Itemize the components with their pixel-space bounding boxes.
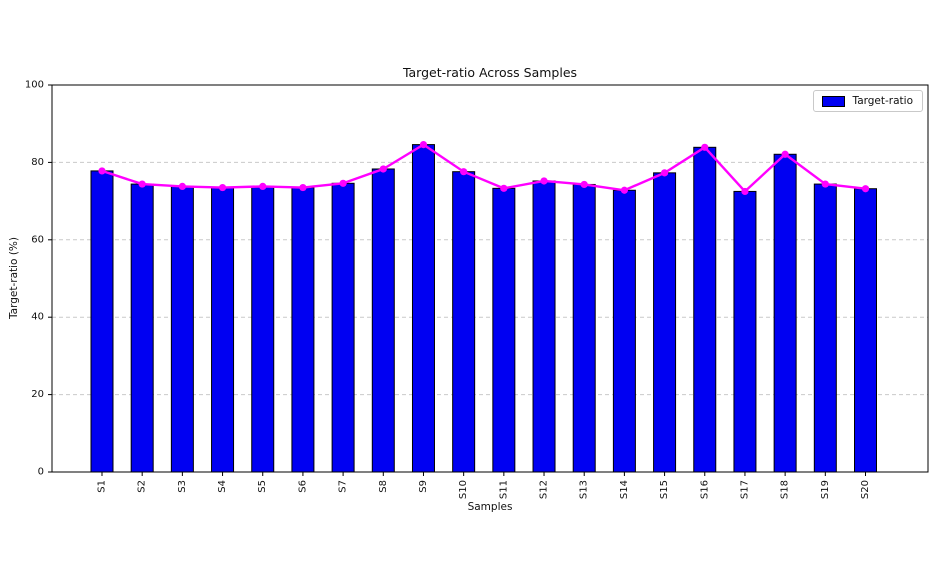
- trend-line: [100, 143, 867, 193]
- y-tick-label: 60: [31, 234, 44, 245]
- bar-series: [90, 144, 877, 473]
- axis-ticks: [48, 84, 866, 476]
- chart-title: Target-ratio Across Samples: [402, 65, 578, 80]
- legend-swatch-icon: [821, 95, 845, 107]
- line-marker: [178, 182, 186, 190]
- line-marker: [339, 179, 347, 187]
- bar: [371, 168, 395, 473]
- plot-border: [51, 84, 929, 473]
- line-marker: [419, 140, 428, 149]
- y-axis-label: Target-ratio (%): [8, 237, 20, 319]
- line-markers: [98, 140, 870, 196]
- x-tick-label: S2: [137, 480, 148, 493]
- bar: [653, 172, 677, 473]
- bar: [733, 190, 757, 473]
- x-tick-label: S1: [97, 480, 108, 493]
- y-tick-label: 40: [31, 312, 44, 323]
- bar: [291, 187, 315, 473]
- x-tick-label: S16: [699, 480, 710, 499]
- line-marker: [218, 183, 227, 192]
- x-tick-label: S15: [659, 480, 670, 499]
- x-tick-label: S9: [418, 480, 429, 493]
- x-tick-label: S20: [860, 480, 871, 499]
- bar: [854, 188, 877, 473]
- line-marker: [500, 184, 508, 192]
- y-tick-label: 100: [25, 80, 44, 91]
- axes-frame: [51, 84, 929, 473]
- line-marker: [781, 150, 789, 158]
- line-marker: [701, 143, 709, 151]
- line-marker: [620, 186, 628, 194]
- legend: Target-ratio: [812, 90, 923, 112]
- line-marker: [138, 180, 146, 188]
- x-tick-label: S12: [539, 480, 550, 499]
- line-marker: [660, 169, 669, 177]
- y-tick-label: 80: [31, 157, 44, 168]
- x-axis-label: Samples: [467, 501, 513, 513]
- line-marker: [379, 165, 387, 173]
- x-tick-label: S18: [780, 480, 791, 499]
- y-tick-label: 20: [31, 389, 44, 400]
- bar: [612, 189, 636, 473]
- bar: [411, 144, 435, 473]
- bar: [211, 187, 235, 473]
- bar: [532, 180, 556, 473]
- bar: [452, 171, 476, 473]
- x-tick-label: S14: [619, 480, 630, 499]
- bar: [251, 185, 275, 473]
- line-marker: [540, 177, 548, 185]
- line-marker: [460, 168, 468, 176]
- x-tick-label: S10: [458, 480, 469, 499]
- bar: [693, 146, 717, 473]
- x-tick-label: S17: [739, 480, 750, 499]
- bar: [813, 183, 837, 473]
- x-tick-label: S11: [498, 480, 509, 499]
- bar: [90, 170, 114, 473]
- bar: [492, 187, 516, 473]
- line-marker: [741, 187, 749, 196]
- x-tick-label: S8: [378, 480, 389, 493]
- x-tick-label: S4: [217, 480, 228, 493]
- line-series: [100, 143, 867, 193]
- x-tick-label: S3: [177, 480, 188, 493]
- x-tick-label: S5: [257, 480, 268, 493]
- x-tick-label: S7: [338, 480, 349, 493]
- line-marker: [98, 167, 106, 175]
- bar: [773, 153, 797, 473]
- line-marker: [580, 180, 588, 189]
- axis-tick-labels: 0 20 40 60 80 100 S1 S2 S3 S4 S5 S6 S7 S8 S9 S10 S11 S12 S…: [25, 80, 871, 500]
- bar: [331, 182, 355, 473]
- x-tick-label: S13: [579, 480, 590, 499]
- line-marker: [821, 180, 829, 188]
- y-tick-label: 0: [38, 467, 44, 478]
- line-marker: [299, 183, 307, 192]
- x-tick-label: S19: [820, 480, 831, 499]
- bar: [170, 185, 194, 473]
- bar: [572, 183, 596, 473]
- bar: [130, 183, 154, 473]
- line-marker: [861, 185, 870, 193]
- legend-label: Target-ratio: [852, 95, 913, 107]
- x-tick-label: S6: [297, 480, 308, 493]
- line-marker: [259, 182, 267, 190]
